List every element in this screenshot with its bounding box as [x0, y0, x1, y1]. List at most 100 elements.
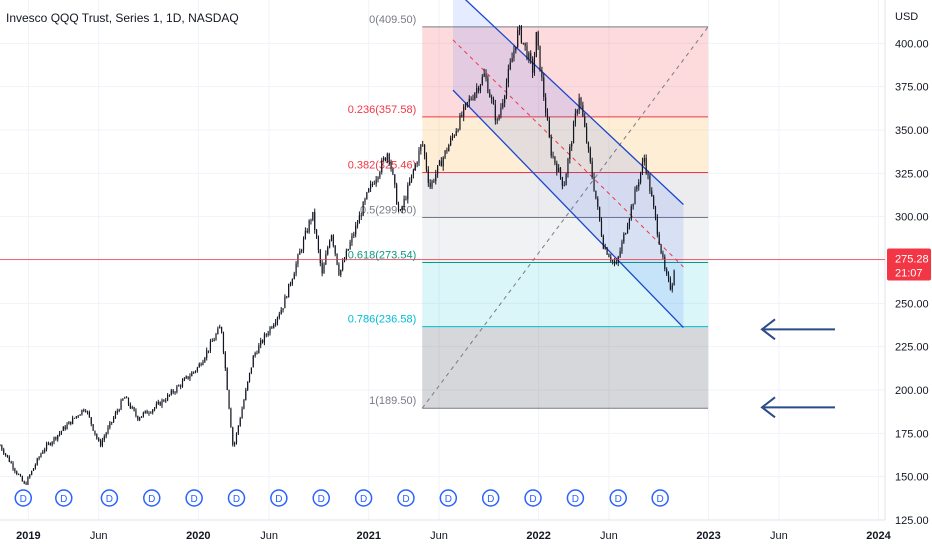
candle-body [148, 413, 150, 414]
candle-body [356, 223, 359, 226]
candle-body [120, 400, 122, 410]
dividend-marker [185, 489, 203, 507]
candle-body [384, 157, 387, 161]
candle-body [261, 340, 264, 343]
candle-body [340, 269, 342, 275]
candle-body [483, 73, 485, 77]
candle-body [412, 170, 415, 175]
candle-body [323, 264, 325, 274]
candle-body [118, 409, 120, 411]
candle-body [191, 372, 193, 377]
candle-body [600, 220, 603, 236]
candle-body [420, 144, 422, 151]
candle-body [271, 327, 273, 329]
candle-body [172, 390, 174, 393]
candle-body [366, 192, 368, 199]
candle-body [258, 345, 260, 354]
candle-body [492, 98, 495, 105]
candle-body [55, 437, 57, 440]
candle-body [27, 477, 29, 485]
candle-body [139, 417, 141, 420]
candle-body [509, 62, 511, 70]
dividend-marker [397, 489, 415, 507]
candle-body [1, 445, 3, 450]
candle-body [101, 439, 104, 446]
price-tick-label: 250.00 [895, 298, 929, 310]
candle-body [317, 237, 320, 251]
bar-countdown: 21:07 [895, 268, 923, 280]
candle-body [16, 471, 18, 475]
candle-body [626, 226, 629, 234]
dividend-marker [55, 489, 73, 507]
candle-body [429, 182, 431, 188]
candle-body [360, 215, 362, 217]
candle-body [446, 150, 448, 152]
candle-body [243, 400, 245, 409]
candle-body [159, 401, 161, 406]
candle-body [651, 191, 653, 197]
price-tick-label: 125.00 [895, 515, 929, 527]
fib-zone [422, 326, 709, 409]
candle-body [189, 376, 191, 379]
candle-body [559, 167, 562, 178]
candle-body [666, 269, 668, 274]
candle-body [561, 177, 563, 186]
candle-body [410, 174, 413, 182]
candle-body [345, 250, 347, 260]
candle-body [269, 327, 271, 334]
candle-body [565, 173, 567, 186]
candle-body [556, 163, 558, 172]
dividend-marker-label: D [445, 494, 452, 505]
candle-body [526, 45, 528, 60]
candle-body [92, 424, 94, 431]
fib-level-label: 0.5(299.50) [360, 205, 416, 217]
candle-body [319, 250, 321, 264]
candle-body [453, 135, 455, 137]
candle-body [392, 168, 394, 175]
time-tick-label: 2020 [186, 530, 210, 542]
candle-body [407, 185, 409, 200]
time-axis[interactable]: 2019 Jun 2020 Jun 2021 Jun 2022 Jun 2023 Jun 2024 [0, 519, 892, 542]
candle-body [72, 417, 74, 424]
candle-body [94, 430, 96, 435]
candle-body [245, 389, 247, 401]
dividend-marker-label: D [487, 494, 494, 505]
candle-body [593, 176, 595, 191]
candle-body [351, 235, 353, 243]
dividend-marker-label: D [148, 494, 155, 505]
dividend-marker [566, 489, 585, 507]
candle-body [371, 183, 374, 185]
candle-body [451, 136, 454, 138]
candle-body [81, 409, 83, 415]
candle-body [66, 424, 68, 430]
candle-body [656, 217, 658, 235]
candle-body [342, 261, 344, 270]
candle-body [399, 209, 401, 211]
candle-body [295, 263, 297, 274]
candle-body [144, 410, 146, 413]
candle-body [500, 107, 502, 116]
candle-body [379, 172, 381, 178]
annotation-arrows[interactable] [760, 318, 835, 419]
candle-body [459, 115, 461, 130]
dividend-marker [312, 489, 330, 507]
symbol-title[interactable]: Invesco QQQ Trust, Series 1, 1D, NASDAQ [6, 11, 239, 25]
fibonacci-retracement[interactable]: 0(409.50)0.236(357.58)0.382(325.46)0.5(2… [348, 14, 709, 409]
candle-body [96, 434, 98, 439]
candle-body [327, 247, 329, 255]
channel-upper-line [464, 0, 684, 206]
candle-body [440, 160, 442, 167]
candle-body [401, 207, 403, 210]
candle-body [543, 77, 545, 98]
candle-body [671, 285, 673, 290]
candle-body [107, 427, 109, 434]
candle-body [211, 341, 213, 342]
candle-body [667, 273, 670, 279]
candle-body [653, 196, 655, 207]
dividend-marker-label: D [233, 494, 240, 505]
candle-body [576, 110, 578, 114]
candle-body [289, 283, 292, 285]
